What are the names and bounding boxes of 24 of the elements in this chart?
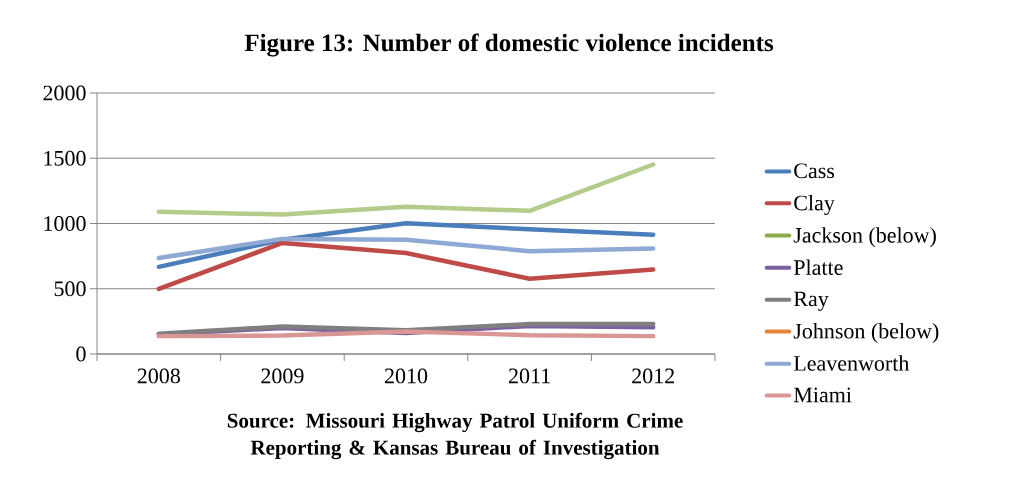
- line-series: [156, 240, 656, 292]
- chart-title: Figure 13: Number of domestic violence incidents: [244, 33, 774, 57]
- x-tick-label: 2010: [384, 368, 428, 384]
- y-tick-label: 1500: [44, 150, 86, 166]
- legend-label: Leavenworth: [793, 355, 910, 371]
- x-tick-label: 2011: [508, 368, 550, 384]
- legend-label: Ray: [793, 291, 829, 311]
- legend-label: Johnson (below): [793, 323, 939, 344]
- line-series: [156, 162, 656, 217]
- x-tick-label: 2008: [137, 368, 180, 384]
- y-tick-label: 1000: [44, 216, 86, 231]
- y-tick-label: 0: [76, 346, 86, 362]
- legend-label: Platte: [793, 259, 843, 275]
- y-tick-label: 500: [54, 281, 86, 297]
- legend-label: Cass: [794, 163, 835, 179]
- line-series: [156, 221, 656, 270]
- x-tick-label: 2009: [261, 368, 304, 384]
- legend-label: Miami: [793, 387, 852, 403]
- legend-label: Jackson (below): [793, 227, 936, 248]
- source-note: Source: Missouri Highway Patrol Uniform Crime Reporting & Kansas Bureau of Investigation: [227, 412, 683, 460]
- y-tick-label: 2000: [43, 85, 86, 101]
- x-tick-label: 2012: [632, 368, 674, 384]
- legend-label: Clay: [794, 194, 835, 215]
- line-series: [156, 236, 656, 261]
